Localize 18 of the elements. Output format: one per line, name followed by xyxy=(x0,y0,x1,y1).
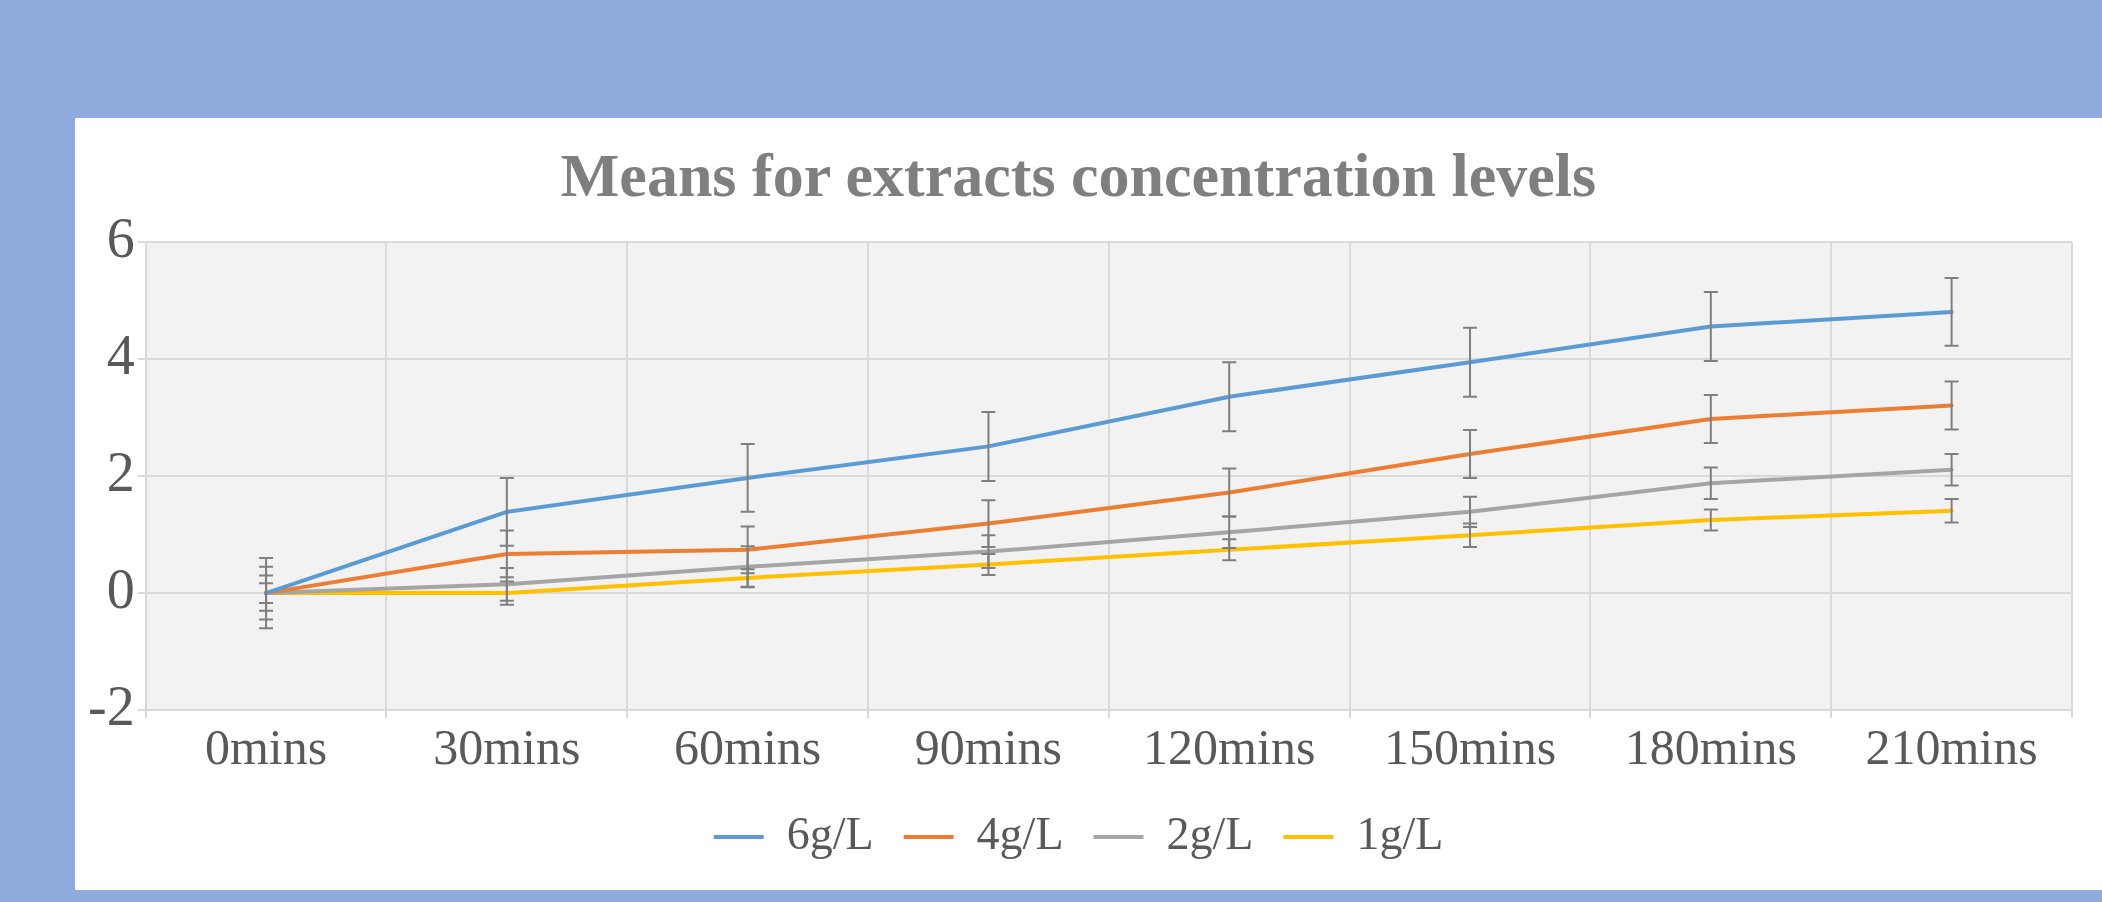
x-tick-label: 150mins xyxy=(1383,719,1557,776)
chart-title: Means for extracts concentration levels xyxy=(560,141,1597,210)
x-tick-label: 210mins xyxy=(1865,719,2038,776)
y-tick-label: 0 xyxy=(106,557,135,620)
legend-label: 4g/L xyxy=(976,808,1064,860)
y-tick-label: 6 xyxy=(106,207,135,270)
legend-label: 1g/L xyxy=(1356,808,1444,860)
legend-label: 6g/L xyxy=(786,808,874,860)
y-tick-label: 2 xyxy=(106,440,135,503)
x-tick-label: 0mins xyxy=(204,719,328,776)
x-tick-label: 60mins xyxy=(674,719,822,776)
x-tick-label: 30mins xyxy=(433,719,581,776)
x-tick-label: 120mins xyxy=(1143,719,1316,776)
legend-label: 2g/L xyxy=(1166,808,1254,860)
x-tick-label: 90mins xyxy=(914,719,1063,776)
y-tick-label: -2 xyxy=(87,674,135,737)
y-tick-label: 4 xyxy=(106,324,135,386)
x-tick-label: 180mins xyxy=(1624,719,1797,776)
